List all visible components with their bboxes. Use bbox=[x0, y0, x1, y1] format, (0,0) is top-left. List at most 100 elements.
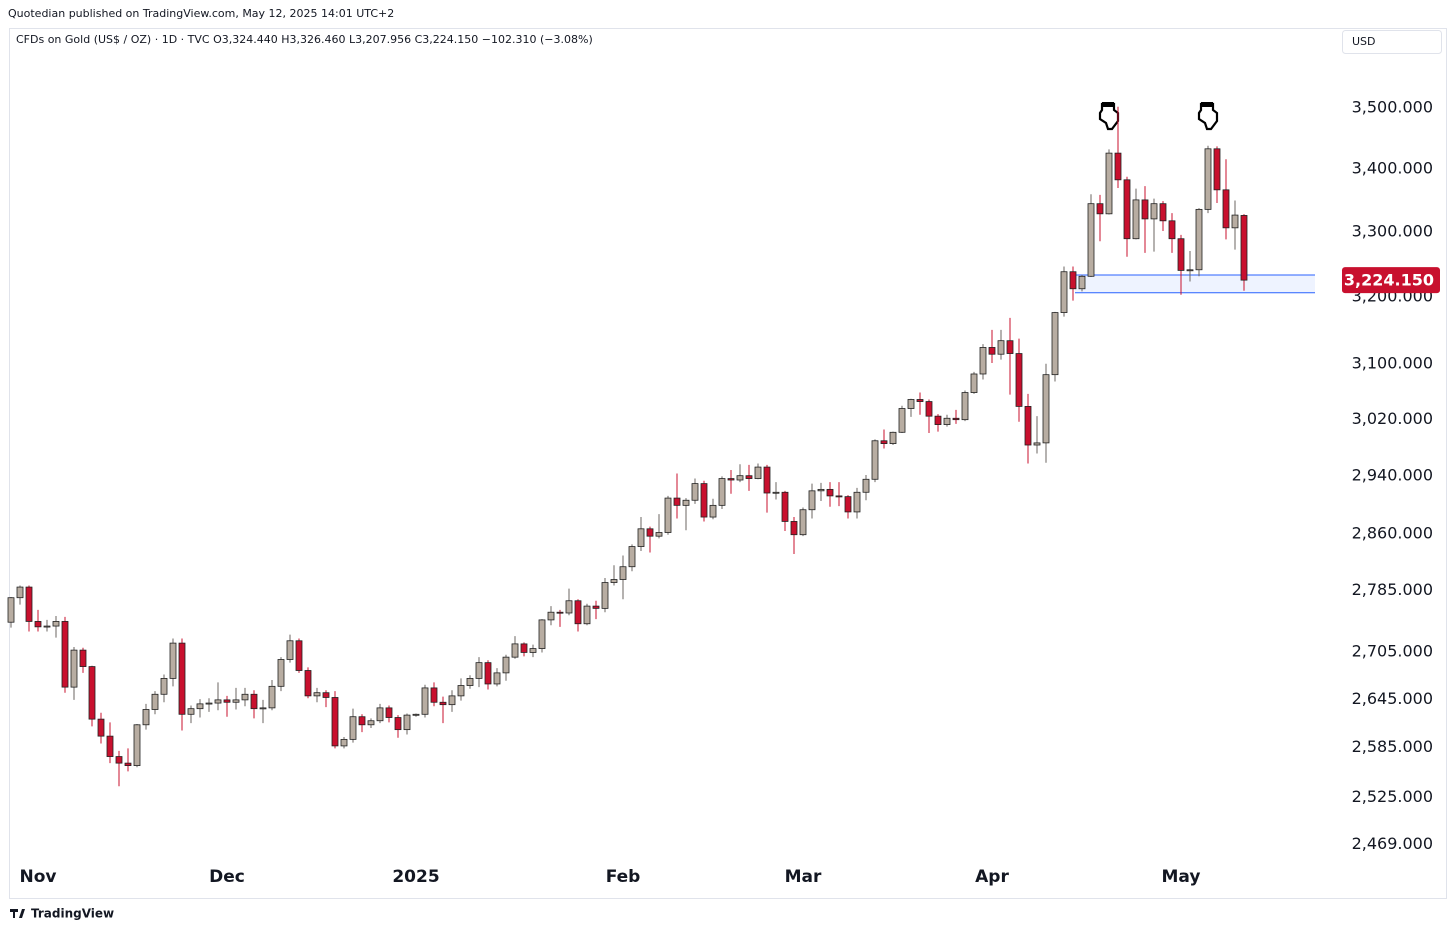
candle-body bbox=[745, 475, 753, 479]
candle-body bbox=[358, 716, 366, 726]
candle-body bbox=[61, 621, 69, 688]
candle-body bbox=[610, 579, 618, 583]
candle-body bbox=[808, 490, 816, 511]
candle-body bbox=[313, 692, 321, 697]
candle-body bbox=[1132, 199, 1140, 240]
candle-body bbox=[349, 716, 357, 740]
candle-body bbox=[970, 373, 978, 393]
candle-body bbox=[952, 417, 960, 421]
candle-body bbox=[781, 491, 789, 522]
y-tick-label: 2,860.000 bbox=[1352, 524, 1433, 543]
candle-body bbox=[853, 491, 861, 513]
candle-body bbox=[943, 417, 951, 425]
candle-body bbox=[196, 703, 204, 710]
candle-body bbox=[1123, 179, 1131, 240]
y-tick-label: 3,020.000 bbox=[1352, 409, 1433, 428]
candle-body bbox=[556, 611, 564, 614]
candle-body bbox=[628, 546, 636, 568]
y-tick-label: 2,645.000 bbox=[1352, 689, 1433, 708]
candle-body bbox=[682, 499, 690, 506]
candle-body bbox=[1114, 152, 1122, 181]
candle-body bbox=[592, 605, 600, 609]
candle-body bbox=[1195, 208, 1203, 271]
ohlc-change: −102.310 (−3.08%) bbox=[482, 33, 593, 46]
x-tick-label: Dec bbox=[209, 867, 245, 887]
y-tick-label: 2,785.000 bbox=[1352, 580, 1433, 599]
candle-body bbox=[70, 649, 78, 688]
currency-box[interactable] bbox=[1342, 30, 1442, 54]
candle-body bbox=[304, 670, 312, 697]
candle-body bbox=[727, 478, 735, 481]
candle-body bbox=[574, 600, 582, 625]
candle-body bbox=[655, 532, 663, 537]
x-tick-label: Feb bbox=[606, 867, 641, 887]
candle-body bbox=[1231, 214, 1239, 229]
candle-body bbox=[223, 699, 231, 703]
candle-body bbox=[700, 483, 708, 518]
candle-body bbox=[331, 697, 339, 747]
y-tick-label: 2,469.000 bbox=[1352, 834, 1433, 853]
candle-body bbox=[673, 497, 681, 506]
ohlc-low: L3,207.956 bbox=[349, 33, 411, 46]
candle-body bbox=[871, 440, 879, 480]
candle-body bbox=[799, 509, 807, 536]
candle-body bbox=[1222, 189, 1230, 229]
candle-body bbox=[205, 702, 213, 705]
candle-body bbox=[16, 586, 24, 599]
candle-body bbox=[466, 678, 474, 686]
candle-body bbox=[817, 488, 825, 492]
x-tick-label: Nov bbox=[20, 867, 57, 887]
candle-body bbox=[52, 621, 60, 627]
y-tick-label: 2,940.000 bbox=[1352, 465, 1433, 484]
currency: USD bbox=[1352, 35, 1376, 48]
x-tick-label: 2025 bbox=[392, 867, 439, 887]
brand: TradingView bbox=[31, 907, 114, 921]
candle-body bbox=[340, 738, 348, 747]
candle-body bbox=[169, 642, 177, 679]
candle-body bbox=[367, 720, 375, 726]
candle-body bbox=[826, 488, 834, 497]
candle-body bbox=[1015, 353, 1023, 407]
candle-body bbox=[1069, 271, 1077, 290]
candle-body bbox=[880, 440, 888, 444]
y-tick-label: 2,585.000 bbox=[1352, 737, 1433, 756]
candle-body bbox=[754, 466, 762, 479]
candle-body bbox=[133, 724, 141, 767]
candle-body bbox=[889, 431, 897, 444]
last-price-tag bbox=[1342, 267, 1440, 294]
candle-body bbox=[412, 713, 420, 716]
candle-body bbox=[1159, 203, 1167, 222]
candle-body bbox=[1213, 148, 1221, 191]
candle-body bbox=[511, 643, 519, 658]
candle-body bbox=[529, 648, 537, 653]
candle-body bbox=[772, 491, 780, 494]
candle-body bbox=[835, 495, 843, 498]
candle-body bbox=[583, 605, 591, 625]
candle-body bbox=[547, 611, 555, 621]
candle-body bbox=[997, 340, 1005, 355]
last-price-label: 3,224.150 bbox=[1344, 271, 1434, 290]
candle-body bbox=[448, 695, 456, 706]
candle-body bbox=[241, 693, 249, 701]
candle-body bbox=[862, 478, 870, 493]
candle-body bbox=[1033, 442, 1041, 446]
candle-body bbox=[1240, 215, 1248, 281]
candle-body bbox=[1042, 374, 1050, 444]
ohlc-open: O3,324.440 bbox=[213, 33, 278, 46]
publisher-line: Quotedian published on TradingView.com, … bbox=[8, 7, 394, 20]
symbol: CFDs on Gold (US$ / OZ) · 1D · TVC bbox=[16, 33, 210, 46]
candle-body bbox=[430, 687, 438, 703]
y-tick-label: 3,500.000 bbox=[1352, 97, 1433, 116]
candle-body bbox=[43, 625, 51, 628]
candle-body bbox=[178, 642, 186, 715]
brand-logo: TradingView bbox=[10, 907, 114, 921]
candle-body bbox=[214, 699, 222, 704]
candle-body bbox=[268, 685, 276, 709]
candle-body bbox=[115, 756, 123, 764]
candle-body bbox=[286, 640, 294, 660]
candle-body bbox=[124, 762, 132, 767]
candle-body bbox=[709, 504, 717, 518]
candle-body bbox=[34, 621, 42, 628]
